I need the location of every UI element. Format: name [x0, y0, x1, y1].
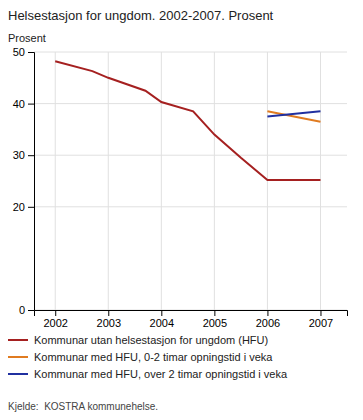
tick-label: 2006 — [256, 317, 280, 329]
tick: 30 — [13, 149, 34, 161]
tick-label: 2007 — [309, 317, 333, 329]
tick-mark — [28, 52, 34, 53]
tick-label: 0 — [19, 304, 25, 316]
tick-label: 2004 — [150, 317, 174, 329]
tick: 2003 — [97, 310, 121, 329]
x-axis: 2002 2003 2004 2005 2006 2007 — [35, 310, 348, 329]
legend: Kommunar utan helsestasjon for ungdom (H… — [8, 334, 288, 380]
tick-mark — [28, 155, 34, 156]
grid-line — [34, 103, 347, 104]
tick-label: 2003 — [97, 317, 121, 329]
legend-label: Kommunar med HFU, over 2 timar opningsti… — [34, 368, 288, 380]
grid-line — [34, 206, 347, 207]
y-label: Prosent — [8, 32, 46, 44]
plot: 2002 2003 2004 2005 2006 2007 0 20 30 40 50 — [13, 46, 348, 329]
tick: 2002 — [43, 310, 67, 329]
tick: 2007 — [309, 310, 333, 329]
tick: 0 — [19, 304, 34, 316]
legend-swatch — [8, 339, 28, 341]
tick-label: 20 — [13, 201, 25, 213]
grid-line — [34, 52, 347, 53]
legend-item: Kommunar med HFU, over 2 timar opningsti… — [8, 368, 288, 380]
grid-line — [55, 52, 56, 310]
tick-mark — [108, 310, 109, 316]
series-line — [267, 111, 320, 116]
axis-line — [35, 311, 348, 317]
tick: 40 — [13, 98, 34, 110]
tick-label: 50 — [13, 46, 25, 58]
tick-mark — [320, 310, 321, 316]
grid-line — [320, 52, 321, 310]
series-line — [267, 111, 320, 121]
tick-mark — [28, 310, 34, 311]
tick-label: 40 — [13, 98, 25, 110]
tick: 20 — [13, 201, 34, 213]
tick-label: 2005 — [203, 317, 227, 329]
grid-line — [267, 52, 268, 310]
legend-item: Kommunar utan helsestasjon for ungdom (H… — [8, 334, 268, 346]
tick: 2005 — [203, 310, 227, 329]
tick-mark — [214, 310, 215, 316]
tick-mark — [28, 207, 34, 208]
legend-label: Kommunar utan helsestasjon for ungdom (H… — [34, 334, 268, 346]
lines — [55, 61, 320, 180]
legend-label: Kommunar med HFU, 0-2 timar opningstid i… — [34, 351, 273, 363]
tick-label: 30 — [13, 149, 25, 161]
tick-mark — [55, 310, 56, 316]
legend-swatch — [8, 356, 28, 358]
source: Kjelde: KOSTRA kommunehelse. — [8, 401, 158, 412]
legend-item: Kommunar med HFU, 0-2 timar opningstid i… — [8, 351, 273, 363]
legend-swatch — [8, 373, 28, 375]
tick-mark — [267, 310, 268, 316]
tick: 2006 — [256, 310, 280, 329]
grid-line — [214, 52, 215, 310]
grid-line — [34, 155, 347, 156]
grid — [34, 52, 347, 310]
grid-line — [108, 52, 109, 310]
tick: 50 — [13, 46, 34, 58]
tick: 2004 — [150, 310, 174, 329]
y-axis: 0 20 30 40 50 — [13, 46, 35, 316]
tick-mark — [161, 310, 162, 316]
tick-label: 2002 — [43, 317, 67, 329]
chart: Helsestasjon for ungdom. 2002-2007. Pros… — [0, 0, 363, 420]
grid-line — [161, 52, 162, 310]
title: Helsestasjon for ungdom. 2002-2007. Pros… — [8, 8, 274, 23]
series-line — [55, 61, 320, 180]
tick-mark — [28, 104, 34, 105]
axis-line — [28, 53, 35, 311]
